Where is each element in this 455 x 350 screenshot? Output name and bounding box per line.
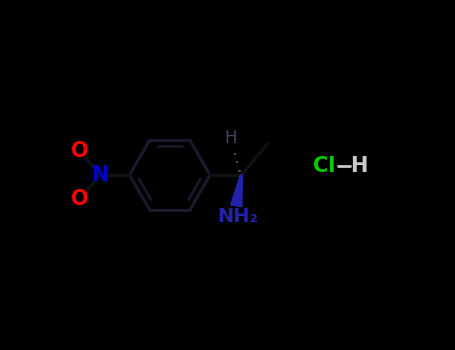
Text: N: N (91, 165, 108, 185)
Text: Cl: Cl (313, 156, 335, 176)
Text: H: H (350, 156, 368, 176)
Text: O: O (71, 189, 88, 209)
Polygon shape (231, 175, 243, 207)
Text: O: O (71, 141, 88, 161)
Text: NH₂: NH₂ (217, 207, 258, 226)
Text: H: H (225, 128, 237, 147)
